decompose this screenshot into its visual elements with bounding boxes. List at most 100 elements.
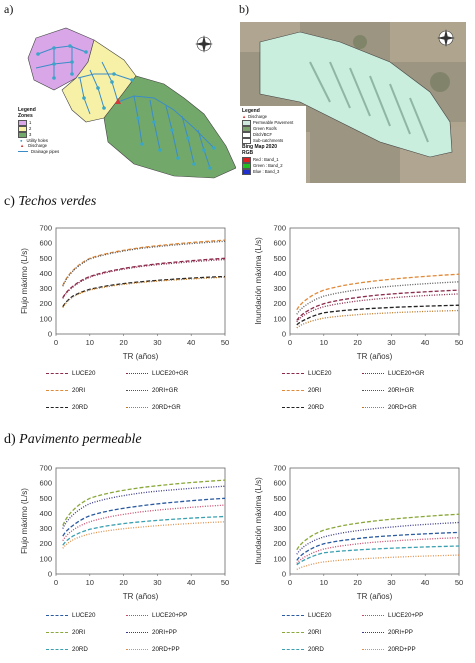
legend-swatch <box>126 649 148 650</box>
x-tick-label: 40 <box>187 338 195 347</box>
x-tick-label: 20 <box>353 338 361 347</box>
legend-subcatchments: Sub-catchments <box>242 137 304 144</box>
y-tick-label: 600 <box>39 239 52 248</box>
legend-item: 20RD <box>46 646 88 653</box>
x-tick-label: 40 <box>187 578 195 587</box>
legend-label: LUCE20+GR <box>152 370 189 377</box>
x-tick-label: 10 <box>320 578 328 587</box>
legend-label: 20RD+GR <box>152 404 181 411</box>
y-tick-label: 500 <box>273 494 286 503</box>
section-c-heading: c) Techos verdes <box>4 194 96 210</box>
discharge-marker <box>115 98 121 104</box>
legend-swatch <box>282 390 304 391</box>
legend-label: 20RI <box>72 387 86 394</box>
x-tick-label: 30 <box>153 578 161 587</box>
y-tick-label: 600 <box>273 239 286 248</box>
legend-label: LUCE20 <box>72 370 96 377</box>
y-tick-label: 200 <box>273 539 286 548</box>
chart-d-right: 0 100 200 300 400 500 600 700 0 10 20 30 40 50 TR (año… <box>254 464 463 602</box>
y-tick-label: 500 <box>39 254 52 263</box>
legend-item: 20RI+PP <box>126 629 177 636</box>
zone-2-area <box>61 39 137 123</box>
legend-swatch <box>282 649 304 650</box>
legend-swatch <box>126 615 148 616</box>
x-tick-label: 50 <box>455 578 463 587</box>
legend-swatch <box>282 373 304 374</box>
y-tick-label: 200 <box>39 539 52 548</box>
legend-item: LUCE20+GR <box>362 370 424 377</box>
series-line-luce20 <box>296 531 460 561</box>
plot-frame <box>55 467 226 575</box>
zone-3-swatch <box>18 131 27 138</box>
legend-label: 20RD+PP <box>152 646 180 653</box>
x-tick-label: 20 <box>353 578 361 587</box>
map-a-legend: Legend Zones 1 2 3 ● Utility holes ▲ Disch… <box>18 107 108 154</box>
section-d-title: Pavimento permeable <box>19 432 142 447</box>
panel-d-label: d) <box>4 432 16 447</box>
plot-frame <box>55 227 226 335</box>
legend-swatch <box>362 390 384 391</box>
legend-swatch <box>46 407 68 408</box>
y-tick-label: 200 <box>273 299 286 308</box>
zones-map <box>14 18 237 194</box>
legend-label: LUCE20 <box>72 612 96 619</box>
y-tick-label: 300 <box>39 284 52 293</box>
legend-item: LUCE20 <box>46 612 95 619</box>
series-line-20rd-plus-gr <box>62 276 226 308</box>
x-axis-label: TR (años) <box>123 352 159 361</box>
series-line-luce20 <box>296 289 460 321</box>
legend-item: LUCE20 <box>282 370 331 377</box>
series-line-luce20-plus-pp <box>296 537 460 564</box>
y-tick-label: 500 <box>273 254 286 263</box>
zone-2-legend: 2 <box>18 125 108 132</box>
legend-ditch: Ditch/BCF <box>242 131 304 138</box>
series-line-luce20-plus-pp <box>62 504 226 542</box>
zone-1-swatch <box>18 119 27 126</box>
legend-swatch <box>126 407 148 408</box>
sub-catchments-area <box>259 31 453 158</box>
series-line-20ri <box>62 479 226 526</box>
chart-d-left: 0 100 200 300 400 500 600 700 0 10 20 30 40 50 TR (año… <box>20 464 229 602</box>
legend-item: 20RD+PP <box>126 646 180 653</box>
series-line-20rd <box>62 275 226 308</box>
x-tick-label: 40 <box>421 578 429 587</box>
rgb-title: RGB <box>242 150 254 157</box>
legend-swatch <box>46 373 68 374</box>
legend-label: 20RI+PP <box>152 629 177 636</box>
panel-b-label: b) <box>239 2 249 16</box>
legend-title: Legend <box>242 108 260 114</box>
legend-swatch <box>362 407 384 408</box>
legend-c: LUCE20 LUCE20+GR 20RI 20RI+GR 20RD 20RD+GR LU… <box>0 366 475 420</box>
y-axis-label: Flujo máximo (L/s) <box>20 248 29 314</box>
series-line-20rd <box>296 304 460 326</box>
legend-label: 20RD+PP <box>388 646 416 653</box>
legend-label: 20RI <box>308 629 322 636</box>
x-tick-label: 30 <box>153 338 161 347</box>
y-tick-label: 300 <box>273 524 286 533</box>
legend-c-right: LUCE20 LUCE20+GR 20RI 20RI+GR 20RD 20RD+GR <box>282 366 475 420</box>
series-line-20ri <box>62 239 226 286</box>
drainage-pipes-legend: Drainage pipes <box>18 149 108 154</box>
utility-hole-icon: ● <box>20 137 23 143</box>
legend-label: LUCE20+PP <box>152 612 188 619</box>
y-tick-label: 0 <box>282 570 286 579</box>
y-tick-label: 100 <box>39 314 52 323</box>
legend-label: 20RI+GR <box>152 387 178 394</box>
legend-swatch <box>126 390 148 391</box>
zones-title: Zones <box>18 113 33 120</box>
legend-red-band: Red : Band_1 <box>242 156 304 163</box>
panel-c-label: c) <box>4 194 15 209</box>
x-tick-label: 0 <box>54 578 58 587</box>
legend-item: LUCE20 <box>282 612 331 619</box>
legend-item: 20RI <box>46 387 85 394</box>
x-tick-label: 0 <box>288 338 292 347</box>
x-tick-label: 20 <box>119 338 127 347</box>
x-tick-label: 0 <box>54 338 58 347</box>
legend-swatch <box>362 632 384 633</box>
x-tick-label: 10 <box>320 338 328 347</box>
y-tick-label: 200 <box>39 299 52 308</box>
x-tick-label: 50 <box>455 338 463 347</box>
y-tick-label: 400 <box>273 509 286 518</box>
y-tick-label: 500 <box>39 494 52 503</box>
plot-frame <box>289 227 460 335</box>
